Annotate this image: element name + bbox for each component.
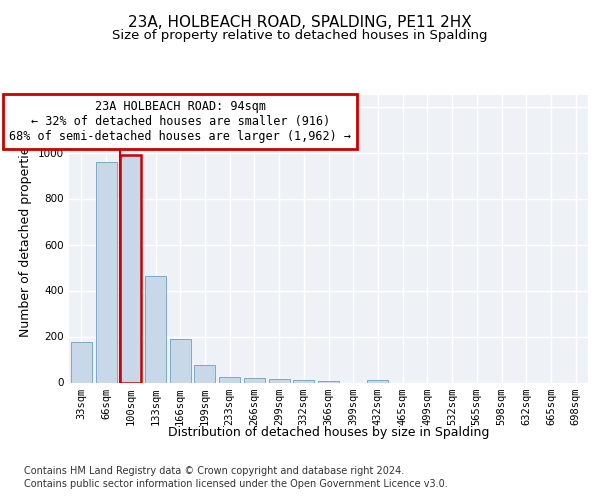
Text: Distribution of detached houses by size in Spalding: Distribution of detached houses by size … (168, 426, 490, 439)
Bar (194, 365, 215, 382)
Bar (244, 378, 265, 382)
Bar (219, 377, 240, 382)
Bar (95, 162, 116, 382)
Text: 23A HOLBEACH ROAD: 94sqm
← 32% of detached houses are smaller (916)
68% of semi-: 23A HOLBEACH ROAD: 94sqm ← 32% of detach… (9, 100, 351, 142)
Bar (71, 342, 92, 382)
Text: Size of property relative to detached houses in Spalding: Size of property relative to detached ho… (112, 29, 488, 42)
Bar (170, 339, 191, 382)
Bar (367, 380, 388, 382)
Bar (293, 380, 314, 382)
Text: 23A, HOLBEACH ROAD, SPALDING, PE11 2HX: 23A, HOLBEACH ROAD, SPALDING, PE11 2HX (128, 15, 472, 30)
Bar (120, 155, 141, 382)
Text: Contains HM Land Registry data © Crown copyright and database right 2024.: Contains HM Land Registry data © Crown c… (24, 466, 404, 476)
Bar (145, 276, 166, 382)
Bar (269, 379, 290, 382)
Bar (318, 380, 339, 382)
Text: Contains public sector information licensed under the Open Government Licence v3: Contains public sector information licen… (24, 479, 448, 489)
Y-axis label: Number of detached properties: Number of detached properties (19, 140, 32, 337)
